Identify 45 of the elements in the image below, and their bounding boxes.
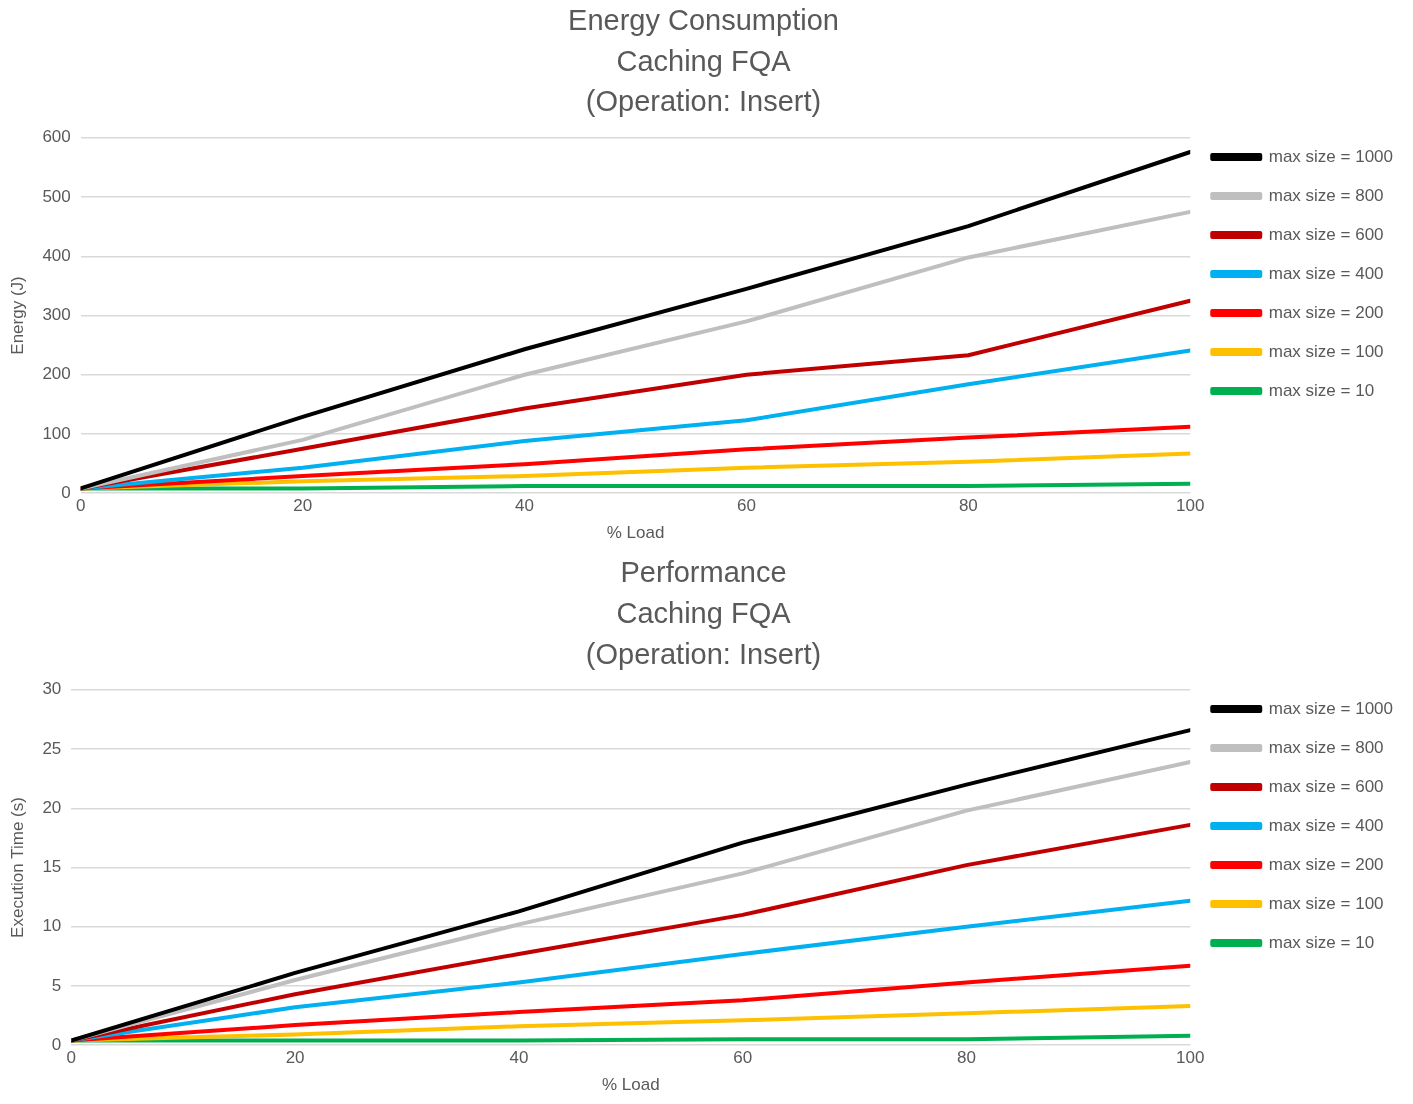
x-axis-title: % Load <box>601 1075 660 1095</box>
y-tick-label: 400 <box>42 245 71 265</box>
y-tick-label: 300 <box>42 305 71 325</box>
legend-label: max size = 400 <box>1268 815 1384 835</box>
legend-label: max size = 10 <box>1268 932 1375 952</box>
x-tick-label: 60 <box>733 1048 753 1068</box>
legend-label: max size = 1000 <box>1268 698 1393 718</box>
y-tick-label: 600 <box>42 127 71 147</box>
y-axis-title: Execution Time (s) <box>7 797 27 938</box>
chart-title: Performance Caching FQA (Operation: Insert) <box>585 556 822 670</box>
y-tick-label: 200 <box>42 364 71 384</box>
x-tick-label: 100 <box>1176 1048 1205 1068</box>
legend-label: max size = 400 <box>1268 263 1384 283</box>
x-tick-label: 80 <box>958 496 978 516</box>
legend-label: max size = 800 <box>1268 737 1384 757</box>
x-tick-label: 80 <box>956 1048 976 1068</box>
chart-title: Energy Consumption Caching FQA (Operation: Insert) <box>568 4 839 118</box>
y-tick-label: 30 <box>42 679 62 699</box>
legend-label: max size = 200 <box>1268 854 1384 874</box>
x-tick-label: 40 <box>515 496 535 516</box>
y-tick-label: 15 <box>42 857 62 877</box>
legend-label: max size = 200 <box>1268 302 1384 322</box>
y-tick-label: 5 <box>51 975 62 995</box>
legend-label: max size = 800 <box>1268 185 1384 205</box>
y-tick-label: 0 <box>51 1034 62 1054</box>
legend-label: max size = 1000 <box>1268 146 1393 166</box>
legend-label: max size = 600 <box>1268 224 1384 244</box>
y-tick-label: 25 <box>42 738 62 758</box>
legend-label: max size = 600 <box>1268 776 1384 796</box>
x-axis-title: % Load <box>606 523 665 543</box>
y-tick-label: 0 <box>61 482 71 502</box>
x-tick-label: 20 <box>293 496 313 516</box>
y-tick-label: 10 <box>42 916 62 936</box>
y-axis-title: Energy (J) <box>7 276 27 355</box>
x-tick-label: 40 <box>509 1048 529 1068</box>
legend-label: max size = 100 <box>1268 341 1384 361</box>
x-tick-label: 0 <box>76 496 86 516</box>
x-tick-label: 60 <box>736 496 756 516</box>
x-tick-label: 20 <box>285 1048 305 1068</box>
y-tick-label: 500 <box>42 186 71 206</box>
legend-label: max size = 10 <box>1268 380 1375 400</box>
y-tick-label: 100 <box>42 423 71 443</box>
x-tick-label: 100 <box>1176 496 1205 516</box>
y-tick-label: 20 <box>42 797 62 817</box>
legend-label: max size = 100 <box>1268 893 1384 913</box>
